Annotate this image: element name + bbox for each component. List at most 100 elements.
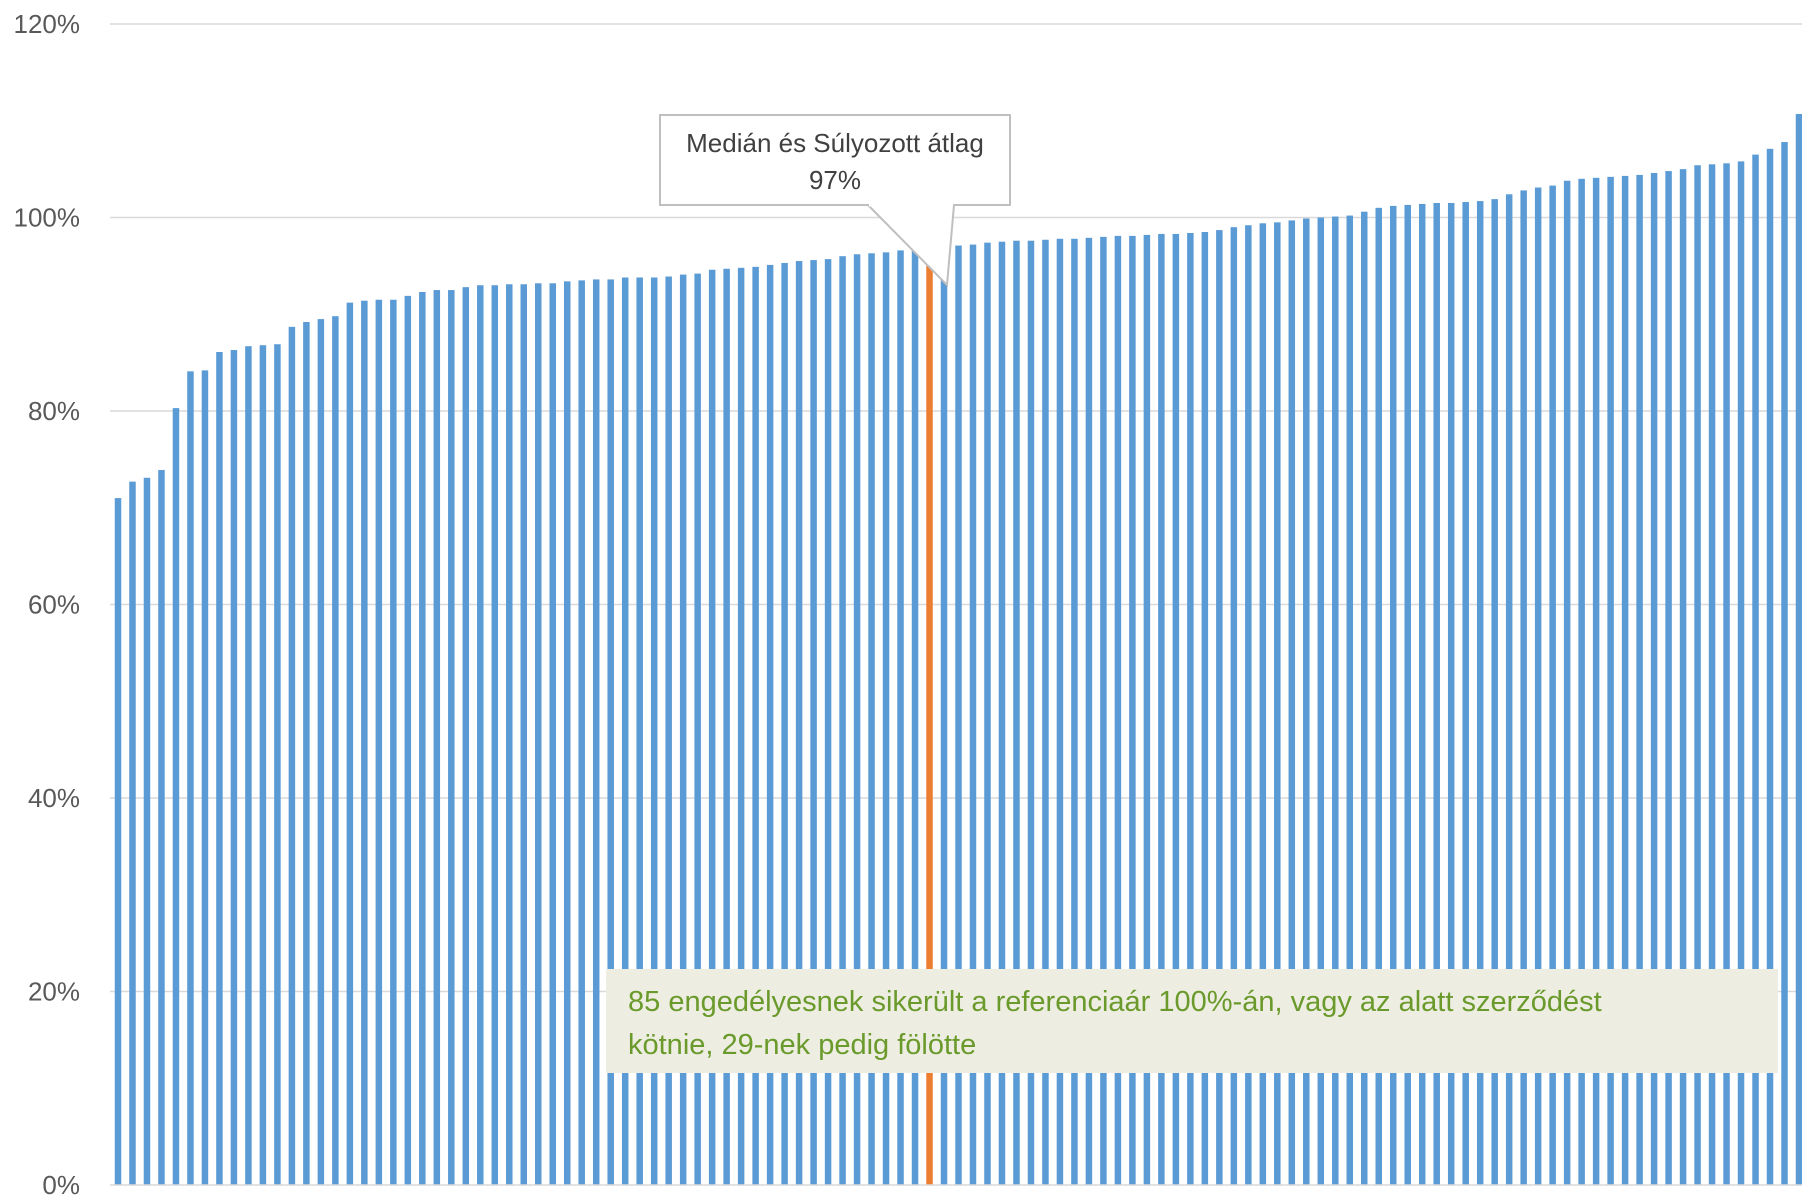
- bar: [1737, 161, 1745, 1185]
- summary-note-line1: 85 engedélyesnek sikerült a referenciaár…: [628, 986, 1602, 1018]
- bar: [1752, 154, 1759, 1186]
- bar: [1100, 236, 1107, 1186]
- bar: [1694, 165, 1701, 1185]
- bar: [1056, 238, 1064, 1186]
- bar: [824, 259, 832, 1186]
- bar: [737, 267, 745, 1185]
- bar: [882, 252, 890, 1185]
- bar: [1781, 142, 1788, 1185]
- y-tick-label: 60%: [28, 590, 80, 620]
- y-axis-tick-labels: 0% 20% 40% 60% 80% 100% 120%: [14, 9, 81, 1196]
- bar: [1187, 232, 1194, 1186]
- bar: [1795, 113, 1802, 1186]
- callout-box: [659, 114, 1011, 206]
- bar: [984, 242, 991, 1185]
- bar: [230, 350, 238, 1185]
- bar: [1534, 187, 1542, 1185]
- bar: [810, 260, 817, 1185]
- bar: [1172, 233, 1180, 1185]
- y-tick-label: 100%: [14, 203, 81, 233]
- bar: [839, 256, 846, 1185]
- bar: [1013, 240, 1020, 1186]
- bar: [1245, 225, 1252, 1186]
- bar: [592, 279, 600, 1185]
- bar: [216, 351, 223, 1186]
- bar: [317, 319, 325, 1186]
- bar: [520, 284, 528, 1185]
- bar: [1766, 148, 1774, 1185]
- bar: [694, 273, 701, 1185]
- bar: [1085, 237, 1093, 1185]
- summary-note: 85 engedélyesnek sikerült a referenciaár…: [606, 969, 1778, 1073]
- bar: [955, 245, 962, 1185]
- bar: [1332, 216, 1339, 1185]
- bar: [621, 277, 629, 1185]
- bar: [766, 264, 774, 1185]
- bar: [419, 292, 426, 1185]
- bar: [1418, 203, 1426, 1185]
- y-tick-label: 120%: [14, 9, 81, 39]
- bar: [1723, 163, 1730, 1185]
- median-callout: Medián és Súlyozott átlag 97%: [659, 114, 1011, 206]
- bar: [404, 295, 412, 1185]
- y-tick-label: 20%: [28, 977, 80, 1007]
- bar: [868, 253, 875, 1186]
- bar: [969, 244, 977, 1186]
- bar: [1592, 177, 1600, 1185]
- bar: [303, 321, 310, 1185]
- bar: [158, 470, 165, 1185]
- bar: [433, 290, 441, 1185]
- bar: [462, 287, 470, 1185]
- bar: [781, 262, 788, 1186]
- bar: [708, 269, 716, 1185]
- bar: [897, 250, 904, 1185]
- bar: [1114, 235, 1122, 1185]
- bar: [448, 290, 455, 1185]
- bar: [361, 300, 368, 1185]
- bar: [1491, 199, 1498, 1185]
- bar: [332, 316, 339, 1185]
- bar: [795, 261, 803, 1185]
- bar: [1317, 217, 1325, 1185]
- bar: [491, 285, 499, 1186]
- bar: [723, 268, 730, 1185]
- bar: [201, 370, 209, 1185]
- bar: [578, 280, 585, 1185]
- bar: [998, 241, 1006, 1185]
- bar: [679, 274, 687, 1186]
- bar: [1375, 207, 1382, 1185]
- bar: [1346, 215, 1354, 1185]
- bar: [1636, 174, 1643, 1185]
- bar: [1158, 233, 1165, 1185]
- bar: [506, 284, 513, 1185]
- bar: [1578, 178, 1585, 1186]
- bar: [940, 246, 948, 1185]
- bar: [1447, 202, 1455, 1186]
- bar: [1462, 202, 1469, 1185]
- bar-median: [926, 246, 933, 1185]
- bar: [665, 276, 672, 1185]
- bar: [477, 285, 484, 1186]
- bar: [1071, 238, 1078, 1186]
- bar: [1505, 194, 1513, 1185]
- bar: [1665, 171, 1672, 1185]
- bar: [1563, 180, 1571, 1186]
- bar: [274, 344, 281, 1185]
- bar: [1274, 222, 1281, 1186]
- bar: [390, 299, 397, 1185]
- bar: [563, 281, 571, 1186]
- callout-pointer: [867, 204, 955, 288]
- bar: [636, 277, 643, 1185]
- bar: [650, 277, 658, 1185]
- y-tick-label: 80%: [28, 396, 80, 426]
- bar: [1389, 205, 1397, 1185]
- bar: [1143, 234, 1151, 1185]
- bar: [114, 498, 122, 1186]
- bar: [911, 250, 919, 1185]
- bar: [1201, 232, 1209, 1185]
- bar: [1650, 173, 1658, 1185]
- bar: [1129, 235, 1136, 1185]
- bar: [172, 408, 180, 1186]
- bar: [607, 279, 614, 1185]
